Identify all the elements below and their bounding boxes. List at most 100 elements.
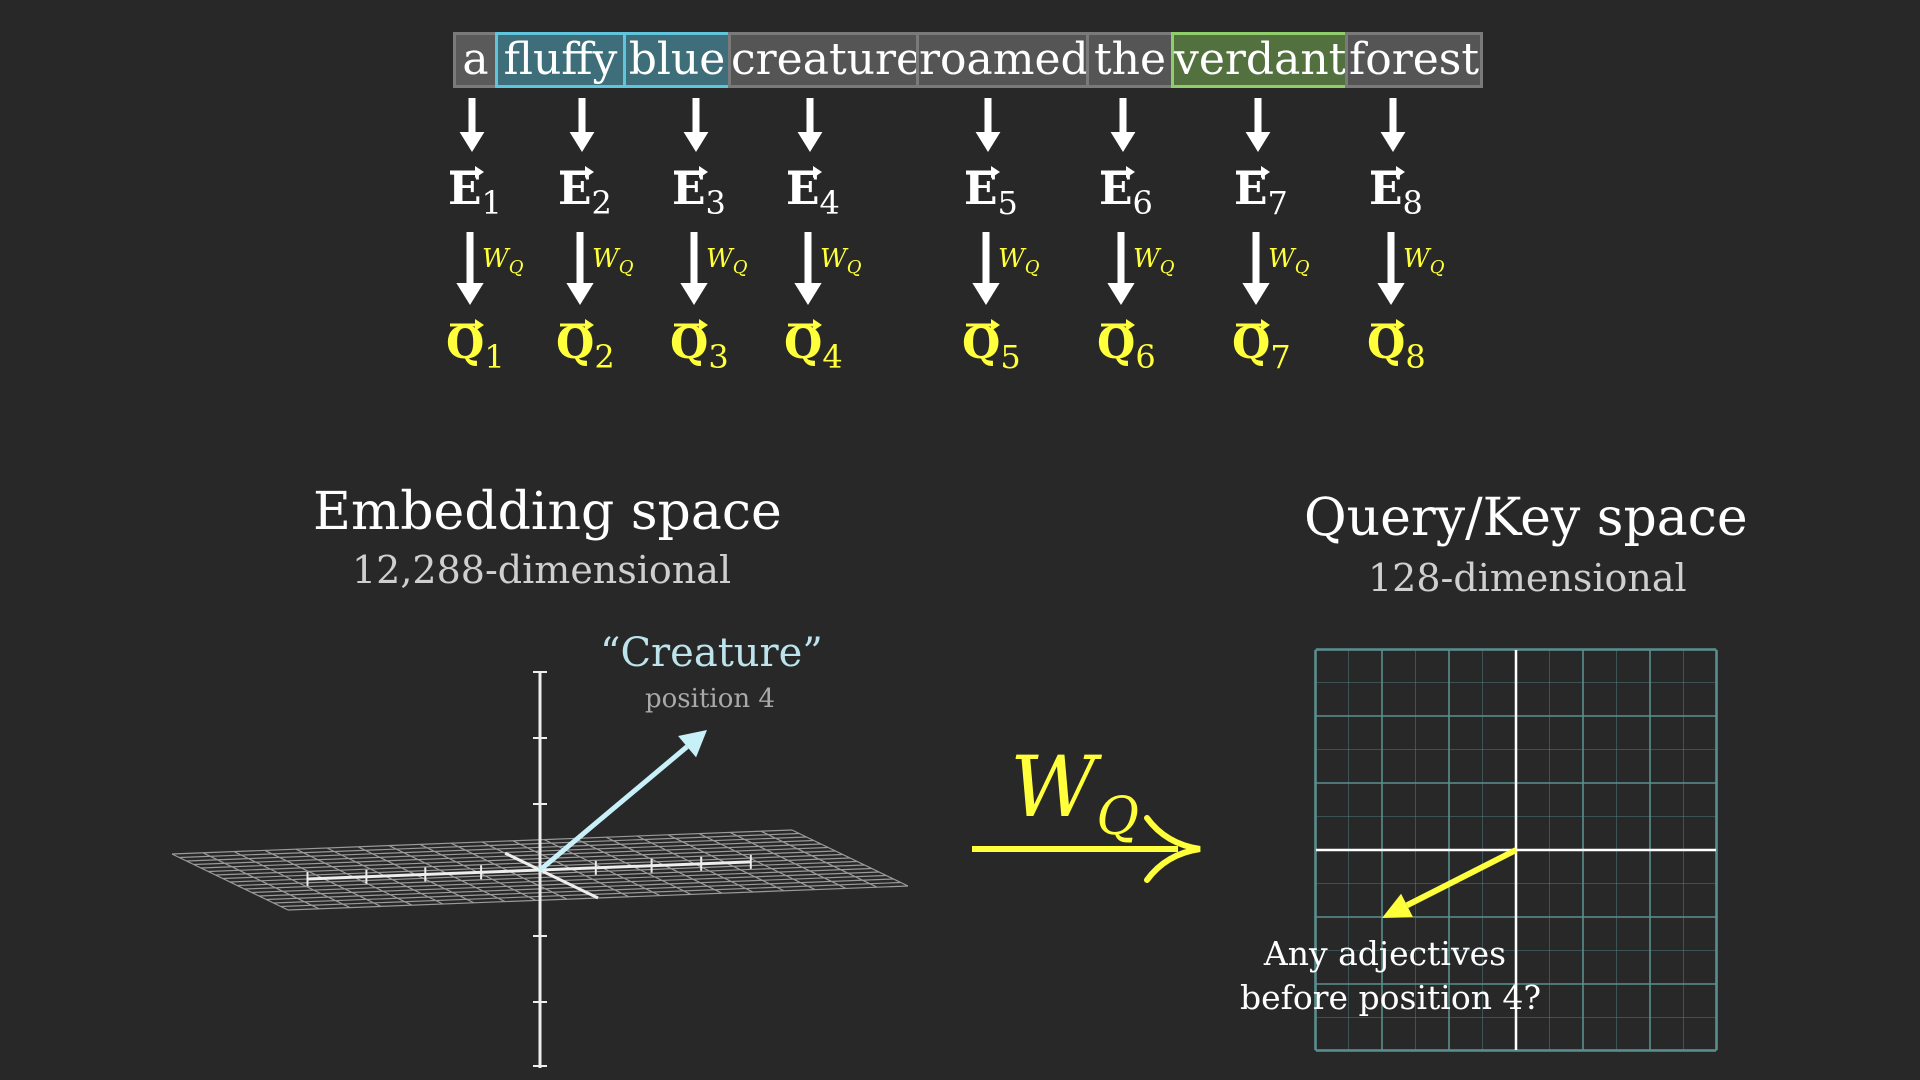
plane-grid-line	[202, 852, 320, 910]
e-vector-mark-1-head	[475, 166, 484, 178]
embedding-5: E5	[964, 164, 1018, 222]
wq-subscript: Q	[1429, 257, 1445, 278]
token-arrow-7-head	[1245, 132, 1271, 152]
wq-arrow-3-head	[680, 283, 708, 305]
wq-subscript: Q	[732, 257, 748, 278]
embedding-space-subtitle: 12,288-dimensional	[352, 548, 731, 592]
q-vector-mark-8-head	[1396, 319, 1405, 331]
embedding-letter: E	[448, 164, 482, 215]
wq-arrow-1-head	[456, 283, 484, 305]
q-vector-mark-6-head	[1126, 319, 1135, 331]
embedding-index: 1	[481, 184, 502, 222]
wq-small-label-3: WQ	[706, 244, 748, 278]
wq-letter: W	[1403, 244, 1430, 274]
annotation-line-2: before position 4?	[1240, 978, 1542, 1017]
wq-small-label-4: WQ	[820, 244, 862, 278]
token-8: forest	[1345, 32, 1483, 88]
plane-grid-line	[791, 829, 909, 887]
embedding-index: 5	[997, 184, 1018, 222]
query-letter: Q	[1367, 318, 1406, 369]
embedding-index: 6	[1132, 184, 1153, 222]
wq-letter: W	[482, 244, 509, 274]
z-axis	[504, 851, 599, 900]
embedding-letter: E	[558, 164, 592, 215]
query-index: 6	[1135, 338, 1156, 376]
wq-small-label-1: WQ	[482, 244, 524, 278]
embedding-7: E7	[1234, 164, 1288, 222]
token-4: creature	[728, 32, 922, 88]
query-index: 1	[484, 338, 505, 376]
e-vector-mark-8-head	[1396, 166, 1405, 178]
token-3: blue	[623, 32, 731, 88]
embedding-1: E1	[448, 164, 502, 222]
wq-small-label-5: WQ	[998, 244, 1040, 278]
wq-small-label-2: WQ	[592, 244, 634, 278]
wq-subscript: Q	[618, 257, 634, 278]
creature-label-text: “Creature”	[600, 630, 823, 676]
q-vector-mark-7-head	[1261, 319, 1270, 331]
query-7: Q7	[1232, 318, 1291, 376]
e-vector-mark-3-head	[699, 166, 708, 178]
query-vector-head	[1382, 893, 1413, 918]
transform-wq-label: WQ	[1010, 738, 1139, 847]
query-6: Q6	[1097, 318, 1156, 376]
q-vector-mark-2-head	[585, 319, 594, 331]
token-7: verdant	[1171, 32, 1348, 88]
query-index: 5	[1000, 338, 1021, 376]
query-2: Q2	[556, 318, 615, 376]
embedding-space-title-text: Embedding space	[313, 482, 782, 542]
token-arrow-3-head	[683, 132, 709, 152]
query-key-space-title: Query/Key space	[1304, 488, 1748, 548]
x-axis	[307, 860, 751, 881]
plane-grid-line	[698, 833, 816, 891]
e-vector-mark-5-head	[991, 166, 1000, 178]
query-letter: Q	[1097, 318, 1136, 369]
embedding-index: 3	[705, 184, 726, 222]
creature-vector-head	[678, 730, 707, 758]
embedding-2: E2	[558, 164, 612, 222]
embedding-letter: E	[964, 164, 998, 215]
token-arrow-2-head	[569, 132, 595, 152]
query-letter: Q	[556, 318, 595, 369]
wq-subscript: Q	[1159, 257, 1175, 278]
token-sequence: a fluffy blue creature roamed the verdant fores…	[453, 32, 1483, 88]
query-letter: Q	[784, 318, 823, 369]
token-arrow-5-head	[975, 132, 1001, 152]
wq-arrow-8-head	[1377, 283, 1405, 305]
plane-grid-line	[760, 830, 878, 888]
wq-letter: W	[1268, 244, 1295, 274]
embedding-8: E8	[1369, 164, 1423, 222]
creature-position-label: position 4	[645, 684, 775, 714]
embedding-space-title: Embedding space	[313, 482, 782, 542]
embedding-letter: E	[1099, 164, 1133, 215]
wq-arrow-5-head	[972, 283, 1000, 305]
embedding-space-subtitle-text: 12,288-dimensional	[352, 548, 732, 592]
query-5: Q5	[962, 318, 1021, 376]
transform-wq-subscript: Q	[1096, 787, 1139, 847]
embedding-4: E4	[786, 164, 840, 222]
embedding-index: 7	[1267, 184, 1288, 222]
embedding-letter: E	[1234, 164, 1268, 215]
wq-arrow-2-head	[566, 283, 594, 305]
query-key-space-title-text: Query/Key space	[1304, 488, 1748, 548]
embedding-index: 2	[591, 184, 612, 222]
q-vector-mark-3-head	[699, 319, 708, 331]
e-vector-mark-7-head	[1261, 166, 1270, 178]
wq-subscript: Q	[846, 257, 862, 278]
query-vector-shaft	[1405, 847, 1518, 909]
token-2: fluffy	[495, 32, 626, 88]
embedding-index: 8	[1402, 184, 1423, 222]
annotation-line-1: Any adjectives	[1263, 934, 1507, 973]
wq-letter: W	[1133, 244, 1160, 274]
e-vector-mark-6-head	[1126, 166, 1135, 178]
embedding-3: E3	[672, 164, 726, 222]
embedding-letter: E	[1369, 164, 1403, 215]
query-letter: Q	[670, 318, 709, 369]
embedding-index: 4	[819, 184, 840, 222]
embedding-letter: E	[672, 164, 706, 215]
wq-arrow-6-head	[1107, 283, 1135, 305]
plane-grid-line	[171, 853, 289, 911]
wq-letter: W	[998, 244, 1025, 274]
wq-subscript: Q	[1294, 257, 1310, 278]
